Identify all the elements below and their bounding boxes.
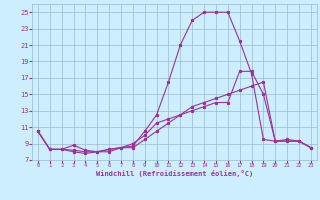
X-axis label: Windchill (Refroidissement éolien,°C): Windchill (Refroidissement éolien,°C) (96, 170, 253, 177)
